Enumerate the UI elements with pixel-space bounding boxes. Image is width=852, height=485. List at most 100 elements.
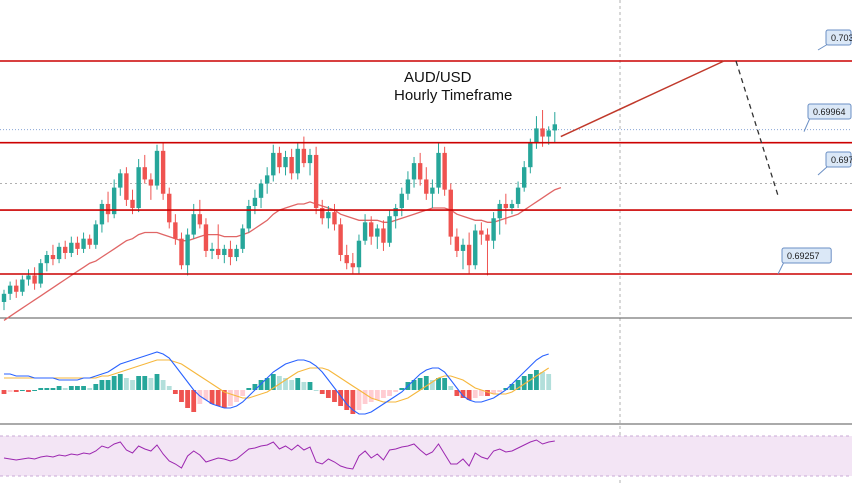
candle-body — [454, 236, 460, 251]
candle-body — [326, 212, 331, 219]
candle — [479, 222, 484, 245]
macd-histogram-bar — [472, 390, 478, 398]
macd-histogram-bar — [130, 380, 135, 390]
macd-histogram-bar — [1, 390, 7, 394]
candle — [271, 144, 276, 182]
candle — [142, 154, 147, 184]
candle — [111, 179, 117, 219]
price-label-box — [825, 151, 852, 168]
candle-body — [503, 203, 509, 209]
macd-histogram-bar — [436, 378, 441, 390]
candle-body — [411, 163, 417, 180]
candle — [307, 148, 313, 176]
macd-histogram-bar — [75, 386, 80, 390]
macd-histogram-bar — [215, 390, 221, 406]
candle — [375, 224, 380, 249]
candle-body — [118, 173, 123, 188]
macd-histogram-bar — [154, 374, 160, 390]
candle — [44, 250, 50, 272]
macd-histogram-bar — [56, 386, 62, 390]
candle-body — [7, 285, 13, 294]
candle-body — [87, 238, 92, 245]
candle-body — [252, 197, 258, 206]
macd-histogram-bar — [509, 384, 515, 390]
candle-body — [14, 285, 19, 292]
candle — [405, 171, 411, 200]
candle — [552, 112, 557, 143]
candle-body — [417, 163, 423, 180]
candle-body — [479, 230, 484, 235]
macd-histogram-bar — [179, 390, 184, 402]
macd-histogram-bar — [105, 380, 111, 390]
candle — [7, 281, 13, 300]
candle-body — [399, 193, 404, 209]
candle — [540, 110, 545, 147]
candle-body — [393, 208, 398, 217]
candle-body — [466, 244, 472, 266]
candle — [387, 210, 392, 247]
macd-histogram-bar — [246, 388, 252, 390]
macd-histogram-bar — [277, 376, 282, 390]
macd-histogram-bar — [540, 372, 545, 390]
candle-body — [515, 187, 521, 204]
price-labels: 0.703 0.69964 0.697 0.69257 — [777, 29, 852, 275]
price-label-box — [825, 29, 852, 46]
macd-histogram-bar — [228, 390, 233, 406]
candle — [56, 242, 62, 264]
price-label-r2: 0.703 — [817, 29, 852, 51]
macd-histogram-bar — [393, 390, 399, 392]
macd-histogram-bar — [466, 390, 472, 400]
moving-average-line — [3, 186, 562, 321]
macd-histogram-bar — [527, 374, 533, 390]
candle — [179, 232, 184, 270]
candle — [362, 214, 368, 245]
candle — [399, 187, 404, 217]
candle — [393, 203, 398, 229]
macd-signal-line — [4, 359, 550, 403]
candle-body — [320, 208, 325, 219]
macd-histogram-bar — [301, 382, 307, 390]
candle — [356, 234, 362, 274]
candle — [320, 199, 325, 225]
candle-body — [240, 228, 245, 249]
candle — [466, 232, 472, 274]
macd-histogram-bar — [356, 390, 362, 410]
rsi-band-fill — [0, 436, 852, 476]
candle — [154, 144, 160, 190]
candle — [442, 146, 447, 196]
macd-histogram-bar — [381, 390, 386, 398]
macd-histogram-bar — [32, 390, 37, 391]
candle-body — [191, 214, 196, 235]
candle — [546, 126, 551, 145]
candle — [81, 232, 86, 253]
candle-body — [381, 228, 386, 243]
candle — [185, 228, 190, 276]
candle — [436, 142, 441, 194]
macd-histogram-bar — [26, 390, 31, 392]
candle-body — [448, 189, 453, 237]
price-label-leader — [803, 117, 811, 132]
chart-subtitle: Hourly Timeframe — [394, 87, 512, 104]
candle-body — [69, 242, 74, 253]
candle-body — [234, 248, 239, 258]
macd-histogram-bar — [332, 390, 337, 402]
candle-body — [534, 128, 539, 143]
macd-histogram-bar — [7, 390, 13, 392]
macd-histogram-bar — [423, 376, 429, 390]
candle-body — [540, 128, 545, 137]
macd-histogram-bar — [344, 390, 350, 410]
candle-body — [387, 216, 392, 243]
candles — [1, 110, 557, 311]
candle — [411, 156, 417, 188]
candle — [148, 173, 154, 200]
candle — [160, 142, 166, 200]
macd-histogram-bar — [362, 390, 368, 404]
macd-histogram-bar — [307, 382, 313, 390]
candle — [99, 199, 105, 233]
candle-body — [442, 152, 447, 190]
candle-body — [148, 179, 154, 186]
candle — [258, 179, 264, 209]
candle — [369, 216, 374, 245]
macd-histogram-bar — [368, 390, 374, 402]
